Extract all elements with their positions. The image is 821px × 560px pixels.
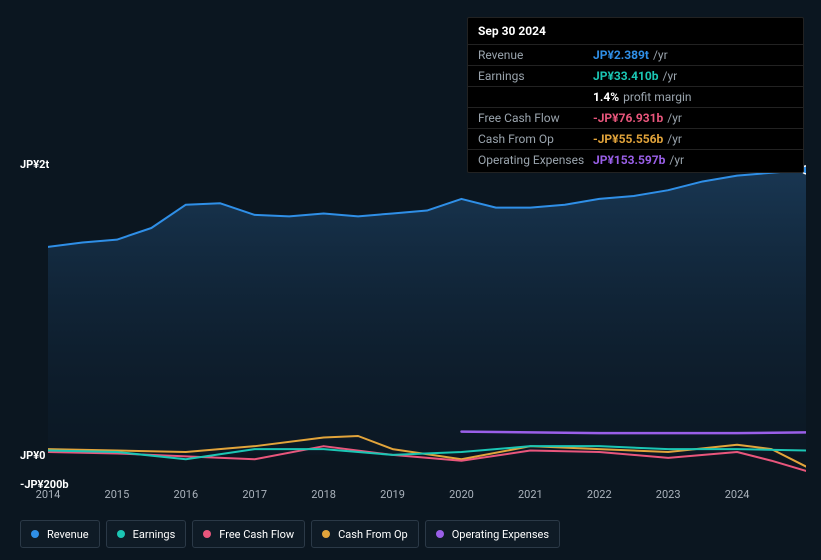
tooltip-row: Cash From Op-JP¥55.556b/yr [468, 128, 803, 149]
tooltip-value: -JP¥76.931b [593, 111, 663, 125]
tooltip-row: EarningsJP¥33.410b/yr [468, 65, 803, 86]
x-axis-label: 2017 [242, 488, 267, 501]
tooltip-row: 1.4% profit margin [468, 86, 803, 107]
tooltip-value: JP¥33.410b [593, 69, 659, 83]
chart-tooltip: Sep 30 2024 RevenueJP¥2.389t/yrEarningsJ… [467, 17, 804, 173]
legend-label: Revenue [47, 528, 89, 541]
tooltip-unit: /yr [667, 111, 682, 125]
legend-item[interactable]: Cash From Op [311, 520, 419, 548]
legend-dot-icon [203, 530, 211, 538]
tooltip-value: 1.4% [593, 90, 619, 104]
tooltip-unit: /yr [653, 48, 668, 62]
chart-legend: Revenue Earnings Free Cash Flow Cash From O… [20, 520, 806, 548]
x-axis-label: 2021 [518, 488, 543, 501]
tooltip-row: Free Cash Flow-JP¥76.931b/yr [468, 107, 803, 128]
x-axis-label: 2022 [587, 488, 612, 501]
chart-plot [48, 164, 806, 484]
legend-item[interactable]: Revenue [20, 520, 100, 548]
tooltip-value: JP¥153.597b [593, 153, 665, 167]
x-axis-label: 2014 [36, 488, 61, 501]
x-axis-label: 2020 [449, 488, 474, 501]
tooltip-row: RevenueJP¥2.389t/yr [468, 44, 803, 65]
legend-dot-icon [31, 530, 39, 538]
tooltip-label: Operating Expenses [478, 153, 593, 167]
legend-item[interactable]: Free Cash Flow [192, 520, 305, 548]
x-axis-label: 2018 [311, 488, 336, 501]
legend-label: Free Cash Flow [219, 528, 294, 541]
legend-item[interactable]: Earnings [106, 520, 187, 548]
x-axis-label: 2019 [380, 488, 405, 501]
tooltip-unit: profit margin [623, 90, 691, 104]
x-axis-label: 2024 [725, 488, 750, 501]
tooltip-date: Sep 30 2024 [468, 24, 803, 44]
tooltip-row: Operating ExpensesJP¥153.597b/yr [468, 149, 803, 170]
x-axis-label: 2015 [105, 488, 130, 501]
tooltip-label: Revenue [478, 48, 593, 62]
legend-label: Cash From Op [338, 528, 408, 541]
financial-chart[interactable]: JP¥2tJP¥0-JP¥200b 2014201520162017201820… [20, 158, 806, 512]
tooltip-label [478, 90, 593, 104]
legend-dot-icon [322, 530, 330, 538]
x-axis-label: 2016 [173, 488, 198, 501]
legend-dot-icon [117, 530, 125, 538]
legend-label: Earnings [133, 528, 176, 541]
legend-dot-icon [436, 530, 444, 538]
tooltip-unit: /yr [663, 69, 678, 83]
x-axis: 2014201520162017201820192020202120222023… [48, 488, 806, 504]
tooltip-unit: /yr [669, 153, 684, 167]
tooltip-label: Cash From Op [478, 132, 593, 146]
tooltip-value: JP¥2.389t [593, 48, 649, 62]
x-axis-label: 2023 [656, 488, 681, 501]
tooltip-unit: /yr [667, 132, 682, 146]
tooltip-value: -JP¥55.556b [593, 132, 663, 146]
legend-label: Operating Expenses [452, 528, 549, 541]
legend-item[interactable]: Operating Expenses [425, 520, 560, 548]
tooltip-label: Free Cash Flow [478, 111, 593, 125]
tooltip-label: Earnings [478, 69, 593, 83]
